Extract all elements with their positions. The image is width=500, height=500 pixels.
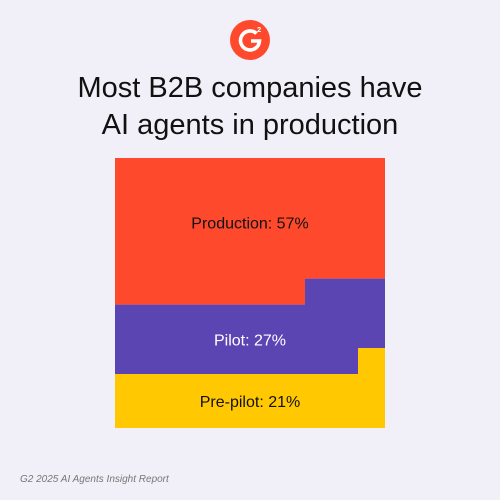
svg-text:2: 2 xyxy=(257,25,261,34)
chart-title: Most B2B companies have AI agents in pro… xyxy=(0,70,500,144)
production-area xyxy=(115,158,385,305)
g2-logo-icon: 2 xyxy=(228,18,272,62)
pre-pilot-label: Pre-pilot: 21% xyxy=(200,394,301,411)
pilot-label: Pilot: 27% xyxy=(214,332,286,349)
chart-title-line-2: AI agents in production xyxy=(101,109,399,141)
pre-pilot-area xyxy=(115,348,385,428)
source-footnote: G2 2025 AI Agents Insight Report xyxy=(20,474,169,485)
pilot-area xyxy=(115,278,385,374)
production-label: Production: 57% xyxy=(191,215,308,232)
chart-title-line-1: Most B2B companies have xyxy=(77,72,423,104)
